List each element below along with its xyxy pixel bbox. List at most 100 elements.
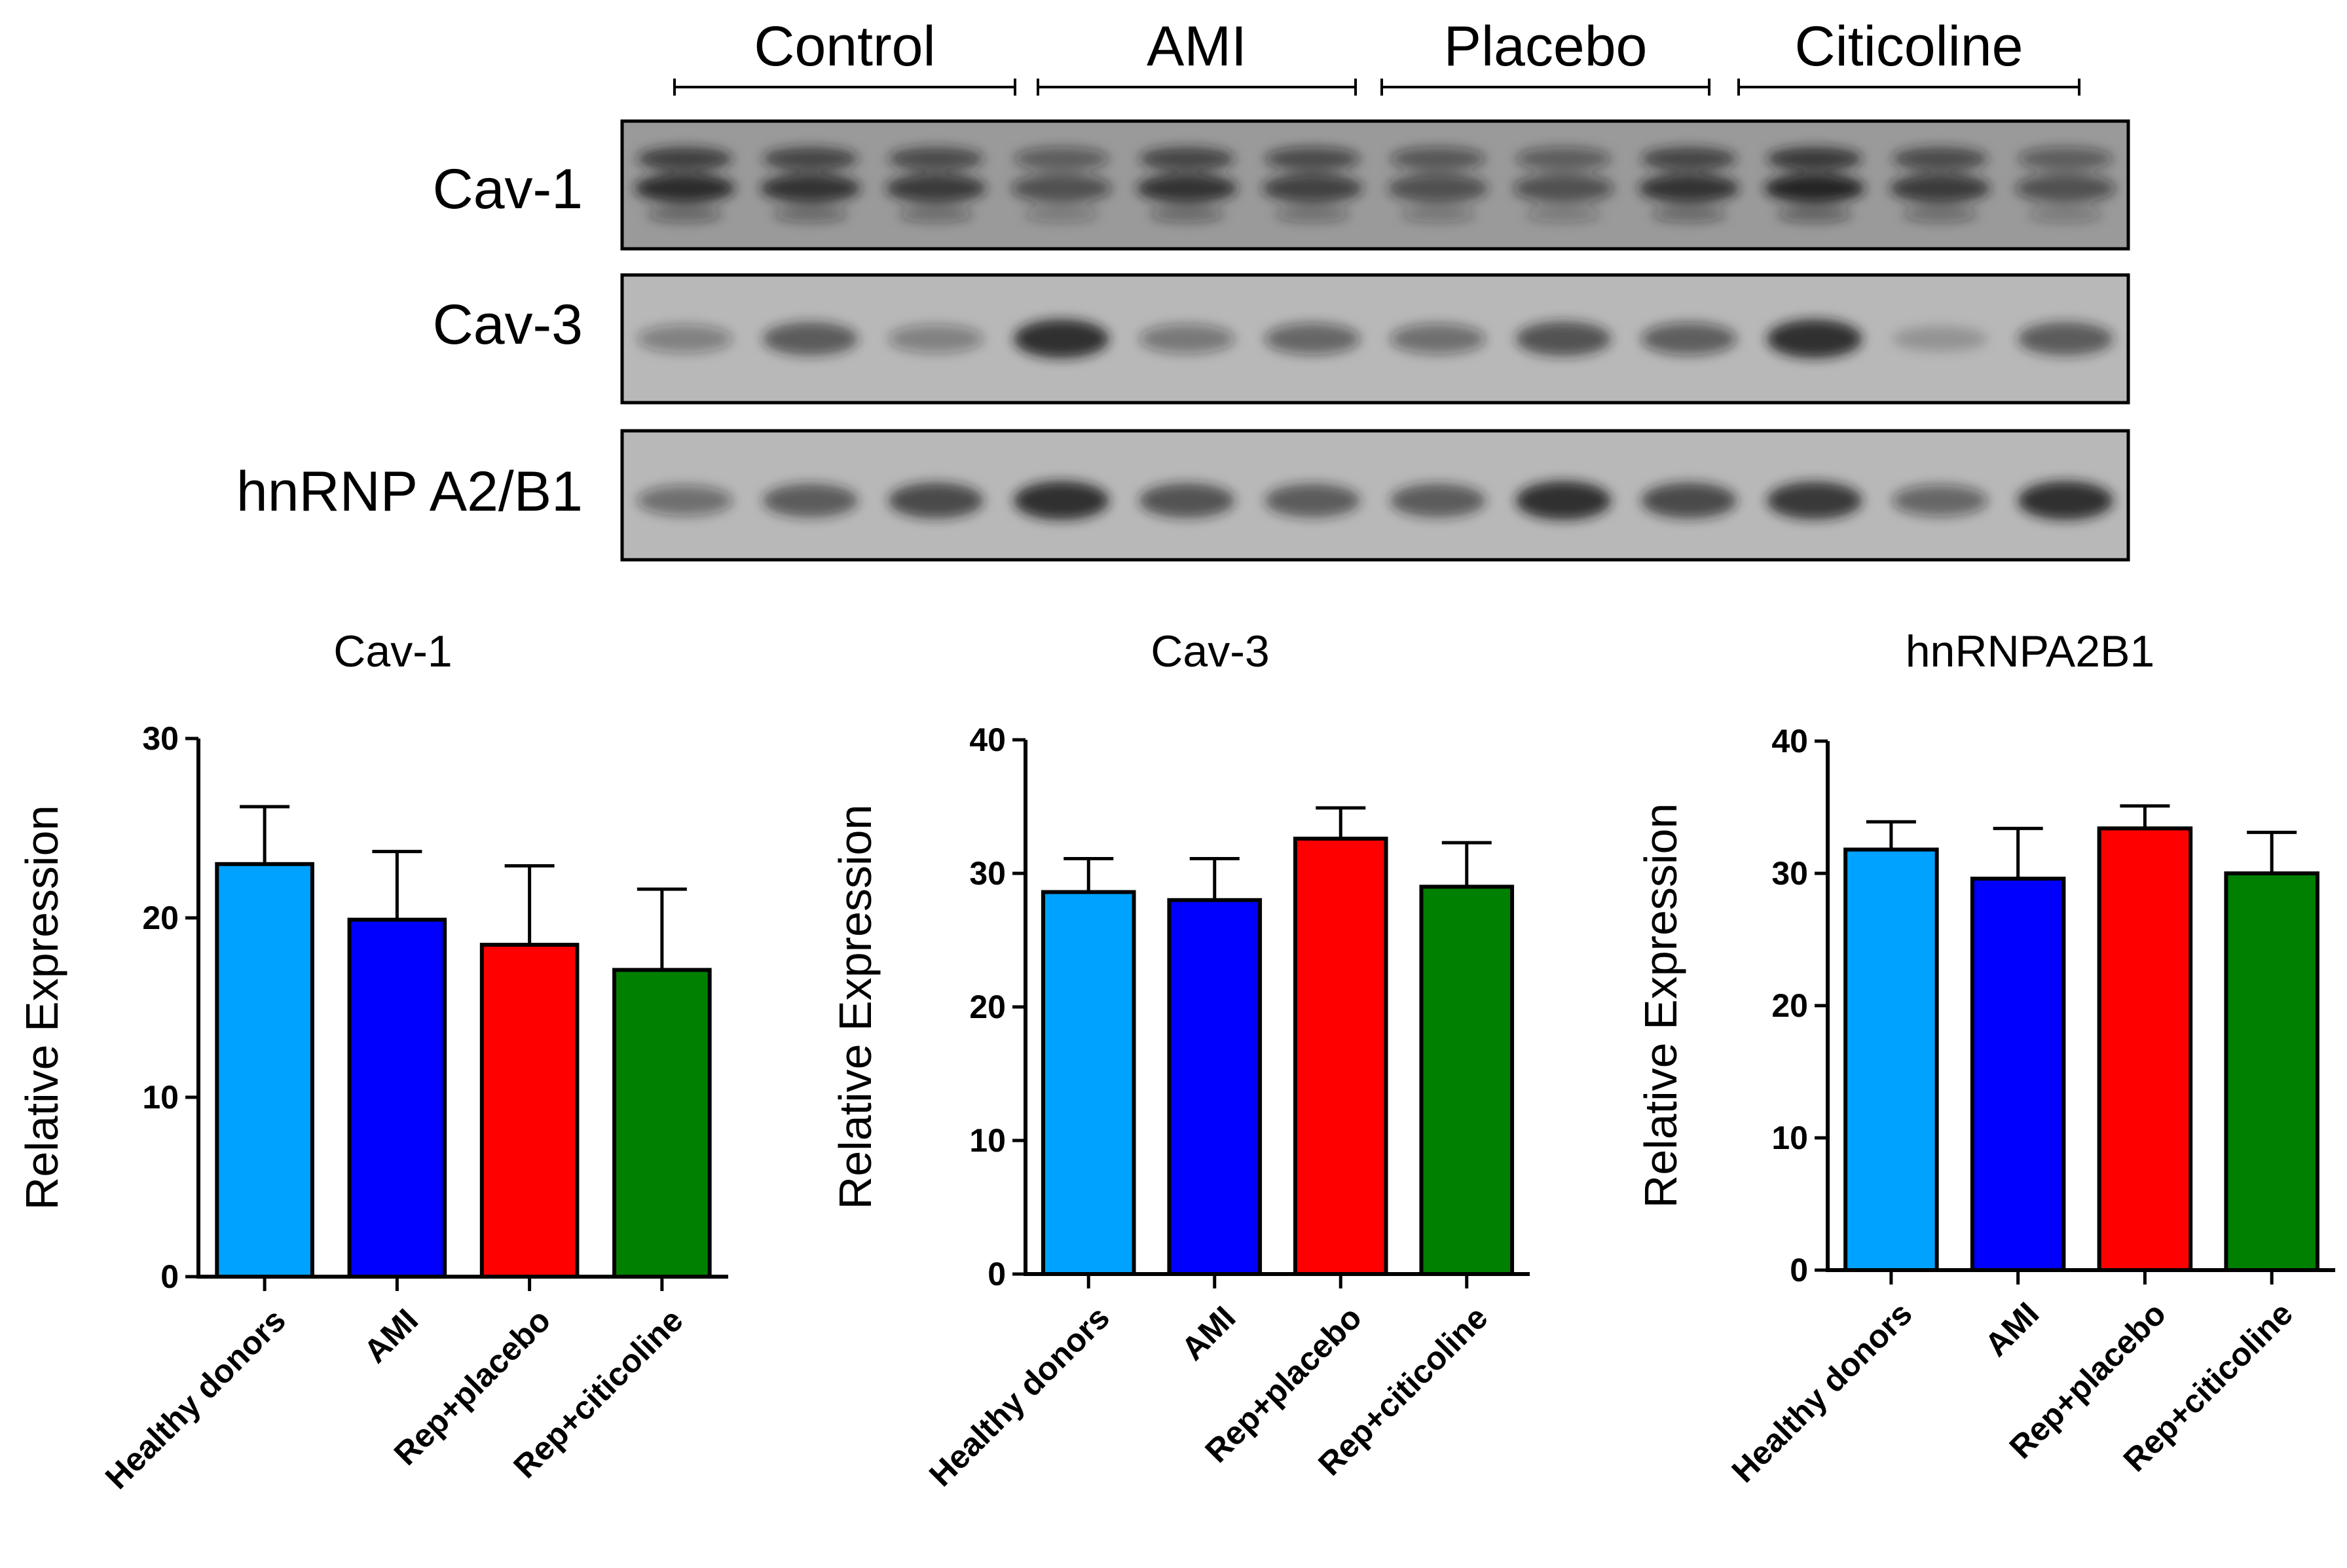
bar-rep-citicoline bbox=[612, 968, 712, 1279]
blot-band bbox=[1136, 173, 1238, 203]
blot-band bbox=[773, 206, 848, 223]
blot-band bbox=[762, 483, 859, 518]
blot-band bbox=[1265, 483, 1360, 518]
blot-band bbox=[1014, 319, 1109, 359]
bar-rep-placebo bbox=[1293, 836, 1388, 1276]
blot-band bbox=[888, 324, 984, 354]
band-group bbox=[637, 319, 2114, 359]
blot-frame bbox=[620, 429, 2130, 562]
blot-band bbox=[1390, 147, 1486, 171]
group-label-ami: AMI bbox=[1147, 15, 1247, 78]
blot-band bbox=[1892, 147, 1988, 171]
blot-band bbox=[1024, 206, 1100, 223]
blot-band bbox=[1390, 483, 1486, 518]
blot-band bbox=[1651, 206, 1727, 223]
y-tick-label: 10 bbox=[142, 1079, 179, 1116]
chart-cav-3: Cav-3 Relative Expression 0 10 20 30 40 Healthy… bbox=[830, 627, 1530, 1493]
blot-band bbox=[1515, 321, 1612, 356]
blot-band bbox=[1265, 323, 1360, 355]
x-tick-label-ami: AMI bbox=[357, 1302, 425, 1370]
blot-band bbox=[1139, 324, 1235, 354]
blot-band bbox=[1262, 173, 1363, 203]
chart-cav-1: Cav-1 Relative Expression 0 10 20 30 Healthy d… bbox=[16, 627, 728, 1496]
y-axis-label: Relative Expression bbox=[16, 805, 67, 1211]
blot-band bbox=[2018, 481, 2114, 520]
group-label-placebo: Placebo bbox=[1444, 15, 1648, 78]
x-tick-label-ami: AMI bbox=[1978, 1295, 2046, 1363]
blot-frame bbox=[620, 119, 2130, 251]
bar-rep-placebo bbox=[479, 943, 580, 1279]
y-tick-label: 40 bbox=[1771, 723, 1808, 759]
band-group bbox=[635, 147, 2116, 223]
blot-band bbox=[885, 173, 986, 203]
blot-row-label-cav-3: Cav-3 bbox=[433, 293, 583, 356]
blot-band bbox=[637, 324, 733, 354]
bar-ami bbox=[1167, 898, 1263, 1277]
y-tick-label: 30 bbox=[969, 855, 1006, 892]
blot-frame bbox=[620, 273, 2130, 405]
y-tick-label: 30 bbox=[1771, 855, 1808, 892]
y-tick-label: 40 bbox=[969, 721, 1006, 758]
blot-band bbox=[1764, 173, 1865, 203]
blot-band bbox=[1767, 147, 1862, 171]
blot-membrane bbox=[622, 121, 2128, 249]
blot-band bbox=[1149, 206, 1225, 223]
blot-band bbox=[888, 147, 984, 171]
y-tick-label: 30 bbox=[142, 720, 179, 757]
blot-band bbox=[1638, 173, 1739, 203]
bar-healthy-donors bbox=[1843, 847, 1939, 1272]
blot-band bbox=[762, 321, 859, 356]
y-tick-label: 0 bbox=[160, 1258, 179, 1295]
blot-band bbox=[888, 483, 984, 519]
blot-band bbox=[1014, 147, 1109, 171]
y-tick-label: 10 bbox=[1771, 1120, 1808, 1156]
blot-band bbox=[1513, 173, 1614, 203]
blot-band bbox=[2015, 173, 2116, 203]
bar-healthy-donors bbox=[1041, 890, 1136, 1277]
blot-band bbox=[637, 485, 733, 516]
blot-band bbox=[2027, 206, 2103, 223]
x-tick-label-ami: AMI bbox=[1174, 1299, 1242, 1367]
chart-title: Cav-1 bbox=[333, 627, 452, 676]
bar-ami bbox=[347, 917, 447, 1279]
y-tick-label: 0 bbox=[988, 1256, 1006, 1292]
chart-title: hnRNPA2B1 bbox=[1906, 627, 2155, 676]
blot-band bbox=[1011, 173, 1112, 203]
blot-band bbox=[1641, 322, 1737, 356]
y-axis-label: Relative Expression bbox=[1635, 803, 1686, 1209]
bar-healthy-donors bbox=[215, 862, 314, 1279]
y-tick-label: 10 bbox=[969, 1122, 1006, 1159]
y-tick-label: 0 bbox=[1790, 1252, 1808, 1288]
blot-row-label-cav-1: Cav-1 bbox=[433, 158, 583, 221]
blot-band bbox=[637, 147, 733, 171]
blot-row-label-hnrnp-a2-b1: hnRNP A2/B1 bbox=[236, 460, 583, 523]
blot-band bbox=[1526, 206, 1601, 223]
blot-band bbox=[898, 206, 974, 223]
blot-membrane bbox=[622, 275, 2128, 403]
x-tick-label-healthy-donors: Healthy donors bbox=[1725, 1295, 1919, 1489]
bar-rep-citicoline bbox=[2224, 871, 2319, 1272]
x-tick-label-healthy-donors: Healthy donors bbox=[922, 1299, 1117, 1493]
blot-band bbox=[1400, 206, 1476, 223]
y-tick-label: 20 bbox=[969, 989, 1006, 1025]
blot-band bbox=[1388, 173, 1488, 203]
western-blot-panel: Control AMI Placebo Citicoline Cav-1 Cav-3 hnR… bbox=[236, 15, 2130, 562]
y-tick-label: 20 bbox=[1771, 987, 1808, 1024]
blot-band bbox=[1515, 147, 1612, 171]
blot-band bbox=[1390, 323, 1486, 354]
blot-band bbox=[1902, 206, 1978, 223]
y-axis-label: Relative Expression bbox=[830, 805, 881, 1210]
chart-title: Cav-3 bbox=[1151, 627, 1269, 676]
blot-band bbox=[1515, 481, 1612, 520]
group-label-citicoline: Citicoline bbox=[1795, 15, 2024, 78]
blot-band bbox=[1767, 319, 1862, 359]
blot-band bbox=[762, 147, 859, 171]
blot-band bbox=[635, 173, 735, 203]
blot-band bbox=[1777, 206, 1853, 223]
blot-band bbox=[1641, 147, 1737, 171]
blot-band bbox=[1014, 481, 1109, 520]
bar-ami bbox=[1970, 877, 2066, 1272]
blot-band bbox=[647, 206, 723, 223]
bar-charts-panel: Cav-1 Relative Expression 0 10 20 30 Healthy d… bbox=[16, 627, 2335, 1496]
